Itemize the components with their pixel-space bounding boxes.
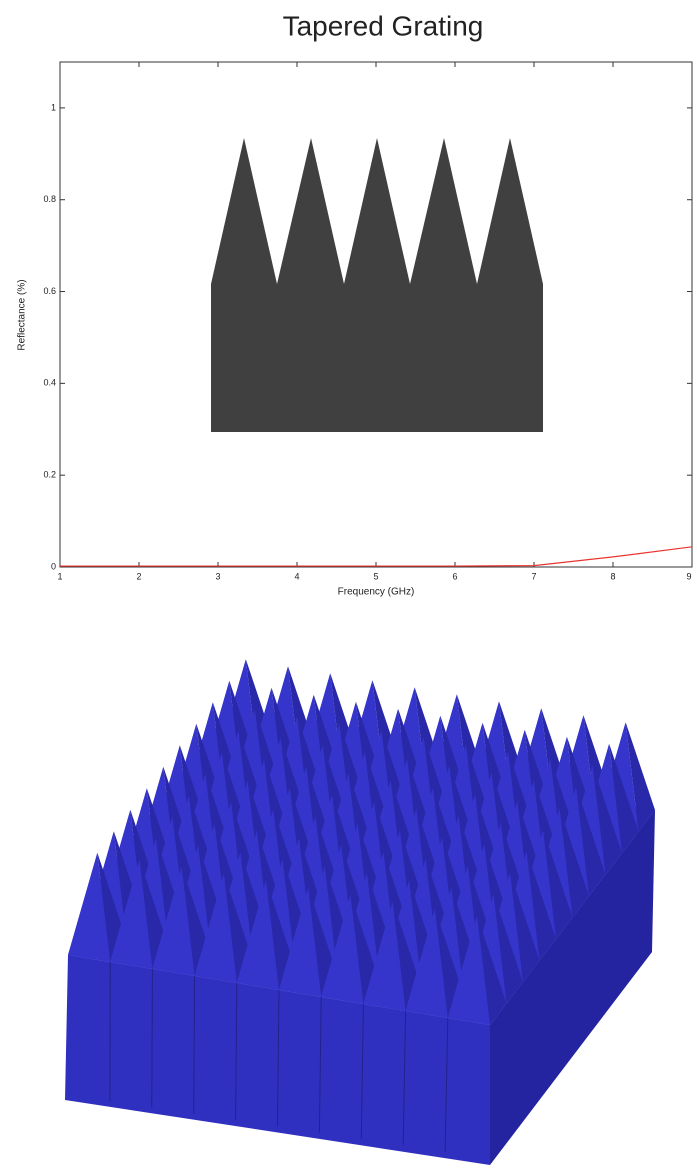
y-axis-label: Reflectance (%) <box>17 279 28 350</box>
chart-title: Tapered Grating <box>283 10 484 41</box>
x-tick-label: 4 <box>294 571 299 581</box>
x-tick-label: 8 <box>610 571 615 581</box>
y-tick-label: 0.6 <box>43 286 56 296</box>
x-tick-label: 5 <box>373 571 378 581</box>
absorber-render <box>65 659 655 1165</box>
block-seam <box>152 969 153 1108</box>
x-tick-label: 6 <box>452 571 457 581</box>
y-tick-label: 1 <box>51 102 56 112</box>
x-tick-label: 7 <box>531 571 536 581</box>
y-tick-label: 0.8 <box>43 194 56 204</box>
x-tick-label: 9 <box>686 571 691 581</box>
x-axis-label: Frequency (GHz) <box>338 587 415 598</box>
x-tick-label: 1 <box>57 571 62 581</box>
y-tick-label: 0 <box>51 561 56 571</box>
y-tick-label: 0.4 <box>43 378 56 388</box>
x-tick-label: 3 <box>215 571 220 581</box>
x-tick-label: 2 <box>136 571 141 581</box>
y-tick-label: 0.2 <box>43 470 56 480</box>
